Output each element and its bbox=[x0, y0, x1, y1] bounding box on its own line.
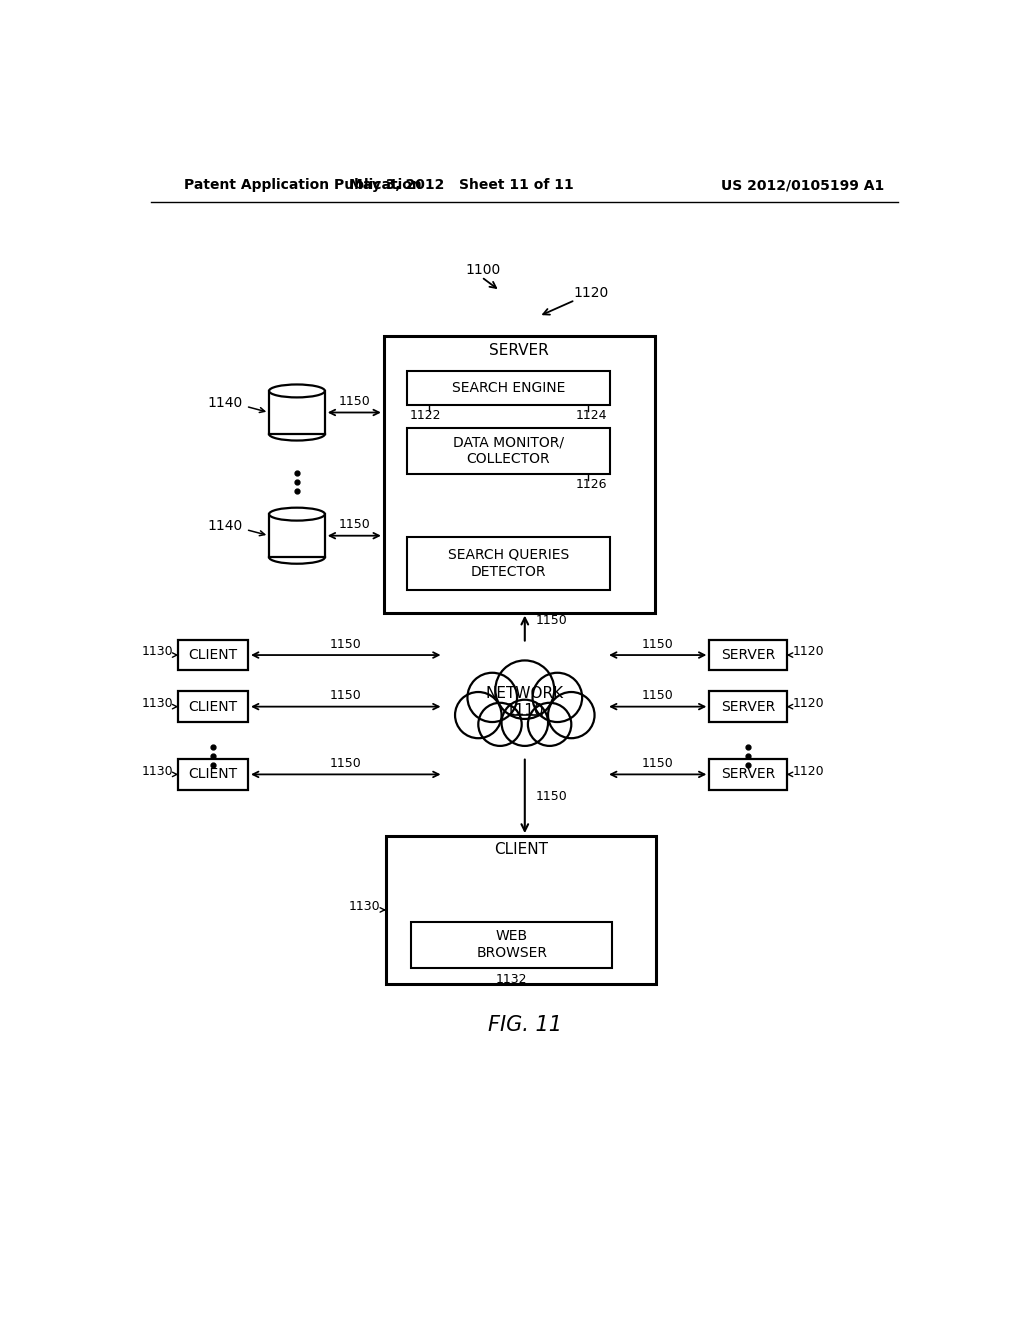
Text: 1140: 1140 bbox=[208, 520, 243, 533]
Text: CLIENT: CLIENT bbox=[494, 842, 548, 858]
Bar bbox=[178, 759, 248, 789]
Text: 1150: 1150 bbox=[536, 614, 567, 627]
Text: WEB: WEB bbox=[496, 929, 527, 942]
Text: 1126: 1126 bbox=[575, 478, 607, 491]
Text: FIG. 11: FIG. 11 bbox=[487, 1015, 562, 1035]
Text: 1124: 1124 bbox=[575, 409, 607, 422]
Text: 1130: 1130 bbox=[142, 764, 174, 777]
Text: 1150: 1150 bbox=[642, 638, 674, 651]
Text: 1150: 1150 bbox=[338, 519, 370, 532]
Circle shape bbox=[532, 673, 583, 722]
Text: CLIENT: CLIENT bbox=[188, 767, 238, 781]
Bar bbox=[411, 923, 612, 969]
Text: NETWORK: NETWORK bbox=[485, 686, 564, 701]
Bar bbox=[710, 692, 786, 722]
Bar bbox=[269, 391, 325, 434]
Text: 1120: 1120 bbox=[793, 764, 824, 777]
Text: 1150: 1150 bbox=[642, 689, 674, 702]
Bar bbox=[386, 836, 655, 983]
Text: 1130: 1130 bbox=[142, 697, 174, 710]
Circle shape bbox=[502, 700, 548, 746]
Bar bbox=[407, 428, 610, 474]
Bar bbox=[407, 371, 610, 405]
Circle shape bbox=[478, 702, 521, 746]
Text: 1150: 1150 bbox=[330, 638, 361, 651]
Bar bbox=[710, 759, 786, 789]
Text: 1130: 1130 bbox=[142, 645, 174, 659]
Ellipse shape bbox=[269, 384, 325, 397]
Text: 1100: 1100 bbox=[465, 263, 501, 277]
Text: SEARCH ENGINE: SEARCH ENGINE bbox=[452, 381, 565, 395]
Text: 1132: 1132 bbox=[496, 973, 527, 986]
Text: 1130: 1130 bbox=[348, 900, 380, 913]
Text: Patent Application Publication: Patent Application Publication bbox=[183, 178, 422, 193]
Bar bbox=[269, 513, 325, 557]
Text: SERVER: SERVER bbox=[489, 343, 549, 359]
Text: 1150: 1150 bbox=[330, 758, 361, 770]
Ellipse shape bbox=[460, 660, 590, 743]
Circle shape bbox=[467, 673, 517, 722]
Bar bbox=[407, 537, 610, 590]
Text: BROWSER: BROWSER bbox=[476, 946, 547, 960]
Bar bbox=[178, 640, 248, 671]
Text: 1150: 1150 bbox=[536, 789, 567, 803]
Text: DATA MONITOR/: DATA MONITOR/ bbox=[453, 436, 564, 450]
Text: 1150: 1150 bbox=[330, 689, 361, 702]
Text: COLLECTOR: COLLECTOR bbox=[467, 451, 550, 466]
Text: 1120: 1120 bbox=[793, 645, 824, 659]
Bar bbox=[384, 335, 655, 612]
Text: 1110: 1110 bbox=[506, 704, 544, 718]
Text: 1120: 1120 bbox=[573, 286, 609, 300]
Text: 1120: 1120 bbox=[793, 697, 824, 710]
Circle shape bbox=[496, 660, 554, 719]
Circle shape bbox=[528, 702, 571, 746]
Bar bbox=[710, 640, 786, 671]
Circle shape bbox=[455, 692, 502, 738]
Text: 1122: 1122 bbox=[410, 409, 441, 422]
Ellipse shape bbox=[269, 508, 325, 520]
Text: SERVER: SERVER bbox=[721, 767, 775, 781]
Text: SEARCH QUERIES: SEARCH QUERIES bbox=[447, 548, 569, 562]
Text: SERVER: SERVER bbox=[721, 700, 775, 714]
Text: 1150: 1150 bbox=[642, 758, 674, 770]
Text: US 2012/0105199 A1: US 2012/0105199 A1 bbox=[721, 178, 884, 193]
Text: May 3, 2012   Sheet 11 of 11: May 3, 2012 Sheet 11 of 11 bbox=[349, 178, 573, 193]
Text: 1140: 1140 bbox=[208, 396, 243, 411]
Text: SERVER: SERVER bbox=[721, 648, 775, 663]
Bar bbox=[178, 692, 248, 722]
Text: 1150: 1150 bbox=[338, 395, 370, 408]
Text: DETECTOR: DETECTOR bbox=[471, 565, 546, 579]
Circle shape bbox=[548, 692, 595, 738]
Text: CLIENT: CLIENT bbox=[188, 648, 238, 663]
Text: CLIENT: CLIENT bbox=[188, 700, 238, 714]
